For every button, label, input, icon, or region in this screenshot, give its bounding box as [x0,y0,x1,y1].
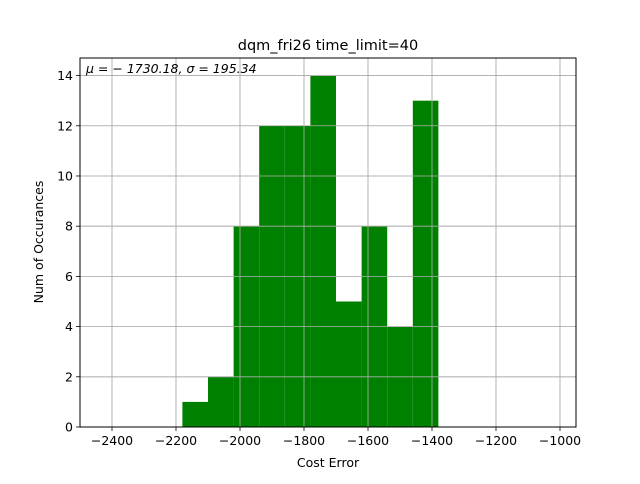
grid-overlay [80,58,576,428]
y-axis-ticks: 0 2 4 6 8 10 12 14 [57,68,80,435]
y-tick-label: 8 [65,219,73,234]
x-tick-label: −2000 [219,433,261,448]
x-tick-label: −2400 [91,433,133,448]
y-tick-label: 10 [57,168,73,183]
histogram-bar [310,75,336,428]
y-tick-label: 2 [65,369,73,384]
axes-frame [79,57,577,428]
x-tick-label: −1000 [539,433,581,448]
histogram-bar [336,301,362,427]
y-tick-label: 4 [65,319,73,334]
histogram-bar [182,401,208,427]
y-tick-label: 14 [57,68,73,83]
x-tick-label: −1600 [347,433,389,448]
y-tick-label: 0 [65,420,73,435]
y-axis-label: Num of Occurances [31,181,46,304]
x-axis-ticks: −2400 −2200 −2000 −1800 −1600 −1400 −1200 −1000 [91,427,581,448]
x-tick-label: −1400 [411,433,453,448]
x-tick-label: −2200 [155,433,197,448]
stats-annotation: μ = − 1730.18, σ = 195.34 [85,61,257,76]
histogram-bar [208,376,234,427]
x-axis-label: Cost Error [297,455,360,470]
x-tick-label: −1800 [283,433,325,448]
chart-title: dqm_fri26 time_limit=40 [238,38,418,54]
y-tick-label: 12 [57,118,73,133]
x-tick-label: −1200 [475,433,517,448]
y-tick-label: 6 [65,269,73,284]
histogram-bar [412,100,439,428]
